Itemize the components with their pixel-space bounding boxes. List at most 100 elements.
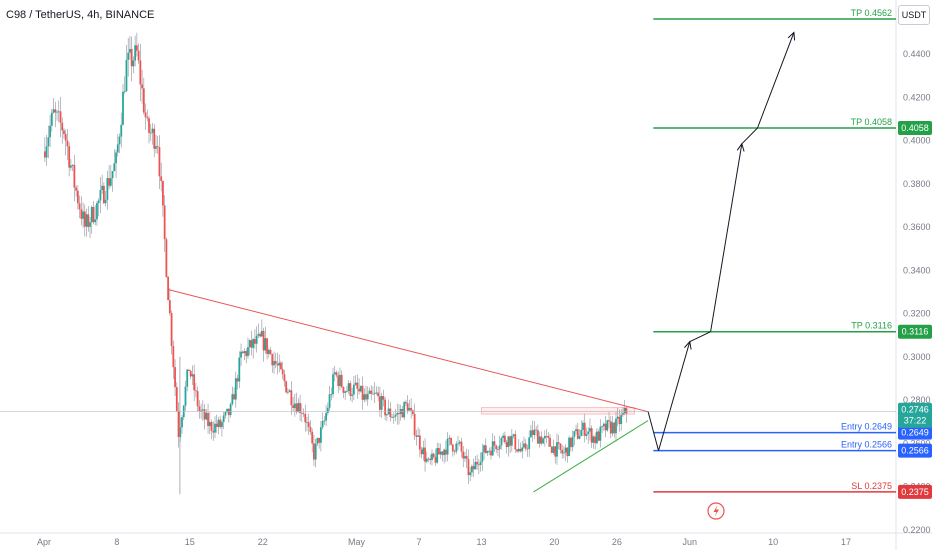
candle-body [75, 187, 78, 191]
candle-body [283, 374, 286, 382]
resistance-trendline [168, 289, 649, 413]
candle-body [217, 419, 220, 427]
candle-body [219, 419, 222, 428]
candle-body [465, 456, 468, 459]
candle-body [349, 383, 352, 396]
candle-body [311, 431, 314, 444]
candle-body [160, 176, 163, 181]
candle-body [226, 408, 229, 413]
candle-body [90, 206, 93, 223]
candle-body [517, 448, 520, 452]
candle-body [245, 351, 248, 357]
candle-body [488, 450, 491, 452]
symbol-title: C98 / TetherUS, 4h, BINANCE [6, 9, 155, 21]
candle-body [80, 209, 83, 219]
candle-body [318, 437, 321, 443]
candle-body [458, 441, 461, 444]
candle-body [233, 394, 235, 400]
candle-body [273, 360, 275, 366]
projection-segment [710, 143, 743, 332]
candle-body [503, 435, 506, 443]
candle-body [94, 219, 97, 223]
candle-body [335, 372, 338, 376]
candle-body [370, 390, 373, 394]
candle-body [174, 367, 176, 388]
x-tick-label: Jun [683, 537, 698, 547]
candle-body [207, 412, 209, 427]
candle-body [561, 450, 564, 454]
candle-body [134, 45, 137, 61]
candle-body [247, 347, 249, 357]
candle-body [484, 445, 487, 454]
projection-arrowhead [736, 142, 745, 152]
price-tag-text: 0.2566 [901, 446, 929, 456]
candle-body [101, 185, 104, 191]
level-tp-0_3116: TP 0.3116 0.3116 [653, 321, 932, 339]
candle-body [142, 88, 145, 113]
candle-body [326, 407, 329, 414]
candle-body [493, 441, 496, 446]
candle-body [431, 453, 433, 461]
candle-body [592, 436, 595, 443]
candle-body [175, 387, 178, 411]
candle-body [375, 392, 378, 394]
currency-button[interactable]: USDT [898, 5, 930, 25]
candle-body [285, 381, 288, 393]
candle-body [194, 390, 197, 392]
candle-body [135, 45, 138, 51]
candle-body [83, 211, 86, 227]
candle-body [451, 444, 454, 452]
level-tp-0_4058: TP 0.4058 0.4058 [653, 117, 932, 136]
candle-body [594, 436, 597, 444]
candle-body [462, 451, 465, 459]
candle-body [389, 408, 392, 418]
candle-body [571, 436, 574, 448]
candle-body [580, 429, 583, 436]
candle-body [319, 427, 322, 443]
level-entry-0_2649: Entry 0.2649 0.2649 [653, 422, 932, 440]
candle-body [129, 48, 131, 53]
candle-body [76, 190, 79, 204]
projection-segment [741, 127, 758, 145]
candle-body [474, 461, 477, 470]
candle-body [222, 415, 225, 422]
candle-body [415, 435, 418, 437]
x-tick-label: 15 [185, 537, 195, 547]
candle-body [528, 437, 531, 449]
candle-body [149, 132, 152, 134]
candle-body [509, 436, 511, 446]
candle-body [385, 414, 388, 416]
candle-body [505, 442, 508, 447]
candle-body [281, 369, 284, 375]
candle-body [568, 437, 571, 457]
candle-body [476, 461, 479, 465]
y-tick-label: 0.4000 [903, 136, 931, 146]
candle-body [618, 416, 621, 425]
candle-body [141, 84, 143, 89]
candle-body [543, 435, 546, 439]
candle-body [472, 466, 475, 470]
candle-body [99, 190, 102, 201]
candle-body [241, 351, 244, 354]
candle-body [262, 330, 265, 351]
candle-body [47, 137, 50, 147]
projection-segment [757, 32, 795, 129]
level-label: TP 0.4058 [851, 117, 892, 127]
candle-body [286, 391, 289, 393]
y-tick-label: 0.3600 [903, 222, 931, 232]
candle-body [536, 430, 539, 444]
candle-body [623, 407, 626, 414]
candle-body [589, 428, 591, 432]
candle-body [342, 386, 345, 393]
candle-body [587, 431, 590, 435]
candle-body [438, 448, 440, 455]
candle-body [559, 443, 562, 451]
candle-body [203, 409, 206, 420]
candle-body [111, 171, 114, 179]
candle-body [455, 443, 458, 452]
x-tick-label: 26 [612, 537, 622, 547]
support-trendline [533, 420, 649, 493]
price-tag-text: 0.2375 [901, 487, 929, 497]
candle-body [97, 200, 100, 204]
